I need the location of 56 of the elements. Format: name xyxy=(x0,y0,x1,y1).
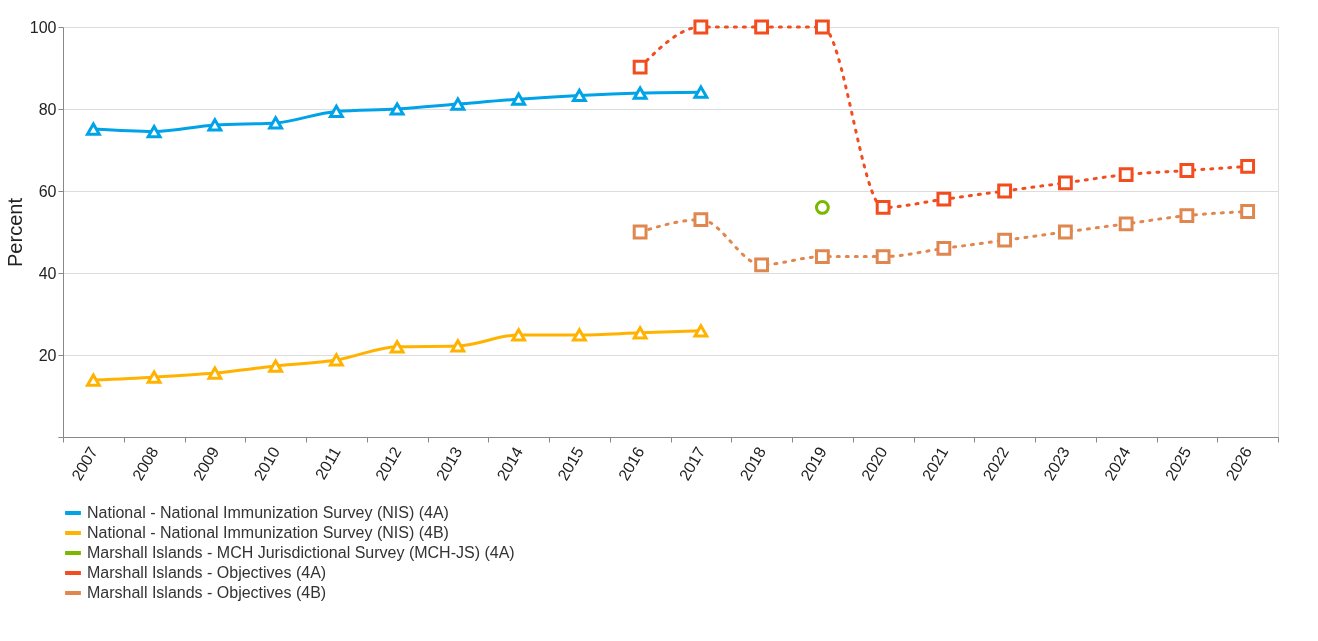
point xyxy=(389,102,405,116)
y-tick-label: 40 xyxy=(38,264,57,282)
legend-label: Marshall Islands - Objectives (4B) xyxy=(87,584,327,601)
point xyxy=(571,88,587,103)
point xyxy=(511,92,527,106)
legend-label: Marshall Islands - MCH Jurisdictional Survey (MCH-JS) (4A) xyxy=(87,544,515,561)
point xyxy=(328,104,344,119)
point xyxy=(268,116,284,130)
point xyxy=(997,232,1013,248)
point xyxy=(693,85,709,99)
point xyxy=(207,366,223,380)
point xyxy=(146,124,162,139)
point xyxy=(693,19,709,35)
point xyxy=(85,122,101,136)
point xyxy=(450,339,466,353)
point xyxy=(511,328,527,342)
point xyxy=(571,328,587,342)
point xyxy=(389,340,405,354)
point xyxy=(632,224,648,240)
point xyxy=(754,257,770,273)
y-tick-label: 20 xyxy=(38,346,57,364)
point xyxy=(814,200,830,215)
point xyxy=(875,249,891,265)
point xyxy=(632,86,648,100)
y-tick-label: 80 xyxy=(38,100,57,118)
point xyxy=(693,212,709,228)
point xyxy=(1179,208,1195,224)
legend-label: Marshall Islands - Objectives (4A) xyxy=(87,564,327,581)
point xyxy=(207,118,223,132)
point xyxy=(693,324,709,338)
y-tick-label: 60 xyxy=(38,182,57,200)
point xyxy=(1240,158,1256,174)
point xyxy=(268,359,284,373)
point xyxy=(328,353,344,367)
point xyxy=(632,326,648,340)
point xyxy=(814,249,830,265)
y-axis-title: Percent xyxy=(3,197,26,267)
point xyxy=(936,191,952,207)
point xyxy=(1240,204,1256,219)
point xyxy=(1118,216,1134,232)
point xyxy=(450,97,466,111)
point xyxy=(1057,175,1073,191)
point xyxy=(1118,167,1134,183)
point xyxy=(632,59,648,75)
point xyxy=(754,19,770,35)
point xyxy=(997,183,1013,199)
y-tick-label: 100 xyxy=(29,18,57,36)
point xyxy=(1179,163,1195,178)
point xyxy=(875,199,891,215)
legend-label: National - National Immunization Survey (NIS) (4B) xyxy=(87,524,449,541)
point xyxy=(936,240,952,256)
point xyxy=(85,373,101,387)
point xyxy=(1057,224,1073,240)
point xyxy=(814,19,830,35)
legend-label: National - National Immunization Survey (NIS) (4A) xyxy=(87,504,449,521)
point xyxy=(146,370,162,384)
